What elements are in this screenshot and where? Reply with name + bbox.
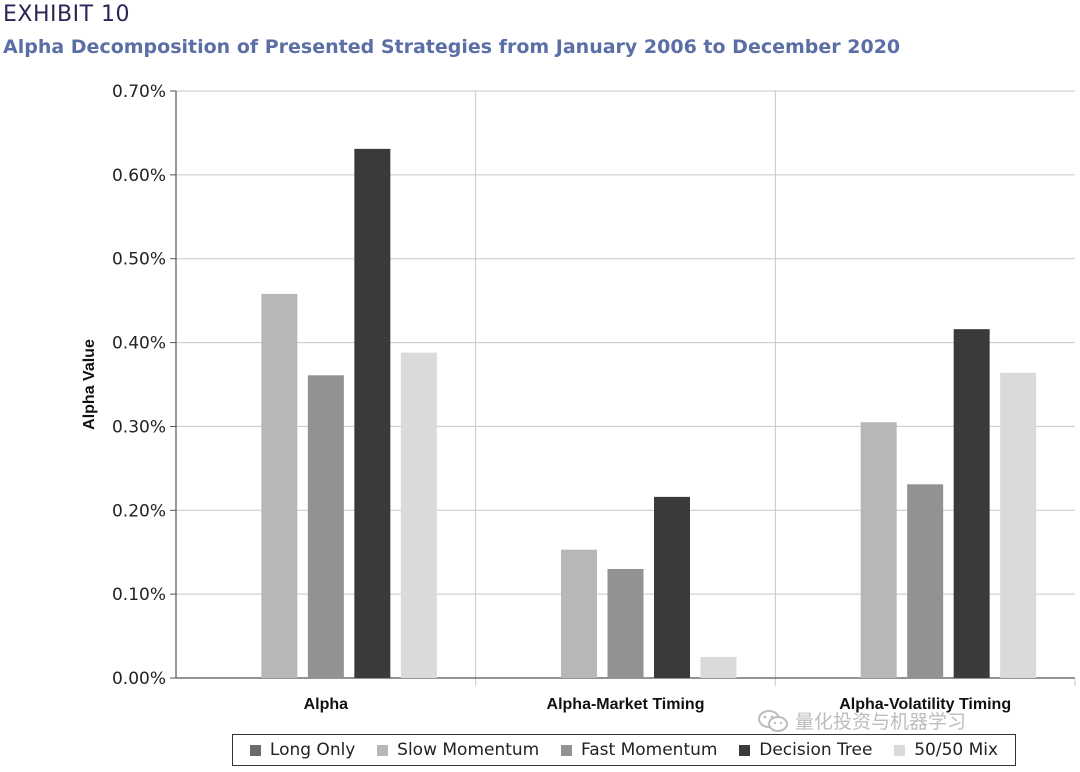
legend-label: Long Only [269, 740, 356, 760]
legend-item: Slow Momentum [377, 740, 539, 760]
bar [400, 352, 437, 678]
legend-swatch [739, 744, 751, 756]
bar [1000, 372, 1037, 678]
y-tick-label: 0.10% [112, 585, 166, 605]
bar [561, 549, 597, 678]
x-tick-label: Alpha-Market Timing [547, 696, 705, 713]
bar [907, 484, 944, 678]
chart-title: Alpha Decomposition of Presented Strateg… [3, 36, 901, 58]
legend-item: 50/50 Mix [894, 740, 998, 760]
legend-label: 50/50 Mix [914, 740, 999, 760]
legend-item: Decision Tree [739, 740, 872, 760]
bar [261, 293, 298, 678]
y-tick-label: 0.70% [112, 82, 166, 102]
bar [860, 422, 897, 678]
watermark: 量化投资与机器学习 [757, 707, 966, 734]
y-tick-label: 0.30% [112, 417, 166, 437]
legend-swatch [894, 744, 906, 756]
legend-swatch [377, 744, 389, 756]
wechat-icon [758, 709, 788, 732]
y-tick-label: 0.50% [112, 250, 166, 270]
legend-item: Fast Momentum [561, 740, 717, 760]
x-tick-label: Alpha-Volatility Timing [839, 696, 1011, 713]
bar [700, 657, 737, 678]
exhibit-label: EXHIBIT 10 [3, 2, 131, 27]
watermark-text: 量化投资与机器学习 [795, 711, 967, 733]
legend-swatch [249, 744, 261, 756]
chart-legend: Long Only Slow Momentum Fast Momentum Decis… [232, 734, 1016, 766]
x-tick-label: Alpha [304, 696, 349, 713]
bar [307, 375, 344, 678]
legend-swatch [561, 744, 573, 756]
y-tick-label: 0.00% [112, 669, 166, 689]
y-tick-label: 0.20% [112, 501, 166, 521]
bar [607, 568, 644, 678]
legend-item: Long Only [249, 740, 356, 760]
bar [953, 329, 990, 678]
legend-label: Decision Tree [759, 740, 873, 760]
y-tick-label: 0.60% [112, 166, 166, 186]
legend-label: Fast Momentum [581, 740, 718, 760]
y-tick-label: 0.40% [112, 334, 166, 354]
legend-label: Slow Momentum [397, 740, 540, 760]
bar [654, 496, 690, 678]
bar [354, 148, 391, 678]
y-axis-label: Alpha Value [81, 339, 98, 430]
